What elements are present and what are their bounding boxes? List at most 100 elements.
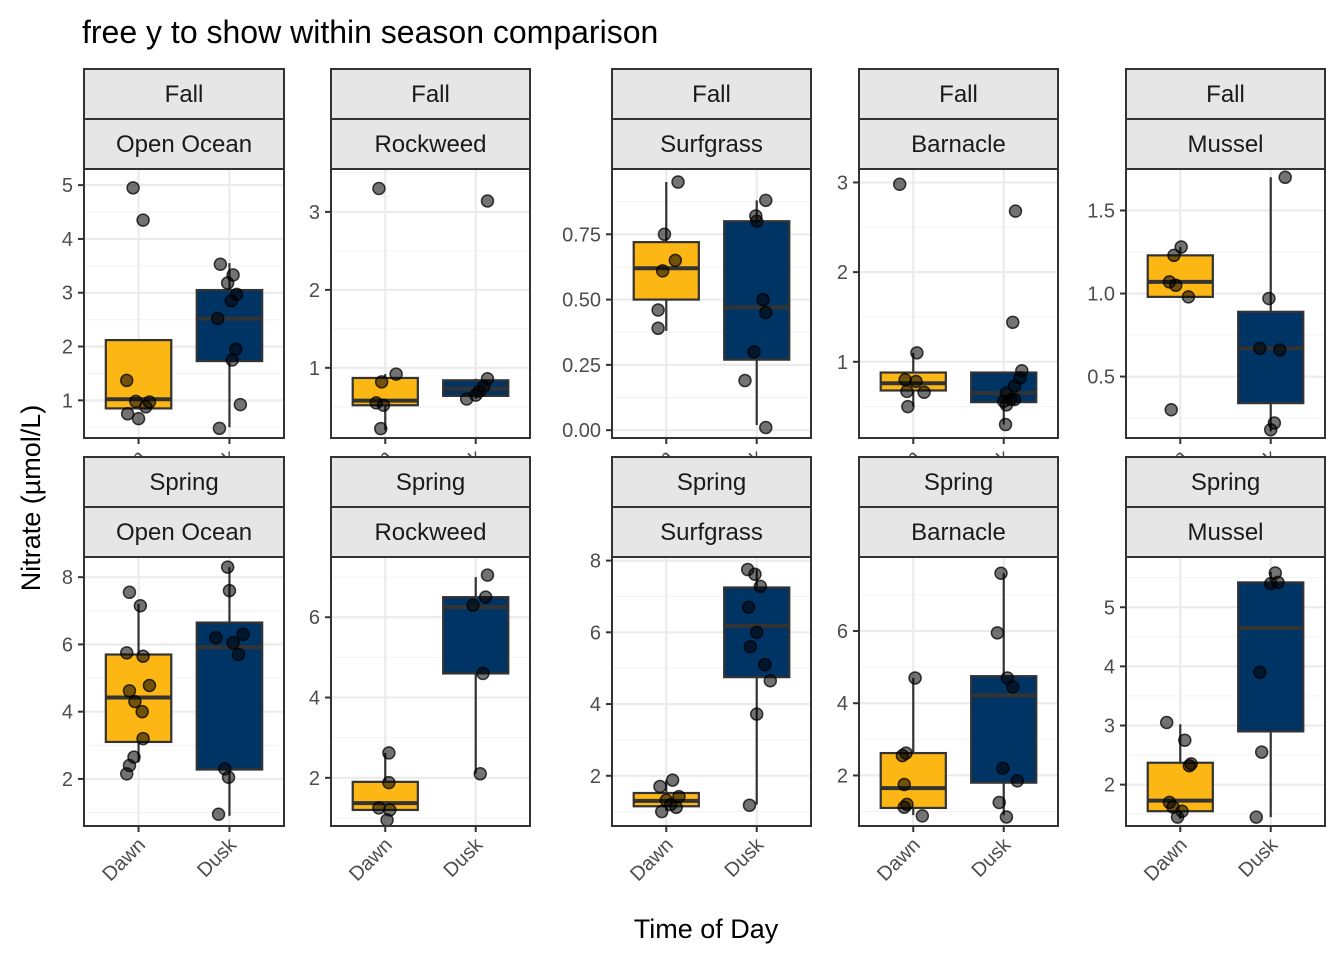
panel-4-y-tick-label: 2 (837, 262, 848, 284)
panel-9-dusk-point (994, 566, 1008, 580)
panel-5-site-strip (1125, 118, 1326, 170)
panel-7-dawn-point (380, 813, 394, 827)
panel-6-dusk-point (209, 630, 223, 645)
panel-9-dawn-point (897, 800, 911, 814)
panel-6-dusk-point (220, 560, 235, 574)
panel-8-site-label: Surfgrass (660, 519, 763, 546)
panel-9-y-tick-label: 6 (837, 621, 848, 643)
panel-3-dawn-point (671, 175, 685, 189)
panel-3-dusk-point (759, 420, 773, 435)
panel-9-dawn-point (897, 777, 911, 792)
panel-7-dusk-point (480, 568, 495, 582)
panel-8-y-tick-label: 2 (590, 766, 601, 788)
panel-9-site-label: Barnacle (911, 519, 1006, 546)
panel-4-season-strip (858, 68, 1059, 120)
y-axis-title: Nitrate (µmol/L) (16, 405, 46, 592)
panel-5-dawn-point (1167, 248, 1181, 263)
panel-6-dusk-point (236, 627, 250, 642)
panel-3-season-strip (611, 68, 812, 120)
panel-6-site-strip (83, 506, 285, 558)
panel-1-y-tick-label: 5 (62, 175, 73, 197)
panel-2-site-label: Rockweed (374, 131, 486, 158)
panel-8-dusk-point (753, 579, 768, 594)
panel-1-dusk-point (220, 276, 235, 290)
panel-2-site-strip (330, 118, 531, 170)
panel-8-dawn-point (669, 800, 683, 815)
panel-10-dusk-point (1249, 810, 1264, 824)
panel-8-dusk-point (748, 567, 762, 581)
panel-8-dusk-point (742, 798, 757, 812)
panel-10-dusk-point (1253, 665, 1267, 680)
panel-2-y-tick-label: 2 (309, 280, 320, 302)
panel-4: FallBarnacle123DawnDusk (837, 68, 1059, 498)
panel-5-dusk-point (1278, 170, 1292, 185)
panel-6-dawn-point (136, 649, 150, 663)
panel-2-dawn-point (374, 421, 388, 436)
panel-6-y-tick-label: 6 (62, 634, 73, 656)
panel-9-dusk-point (992, 795, 1006, 810)
panel-6-site-label: Open Ocean (116, 519, 252, 546)
panel-4-dusk-point (1006, 315, 1020, 330)
panel-10-dawn-point (1178, 733, 1192, 748)
panel-10-dawn-point (1159, 715, 1174, 730)
panel-1-dawn-point (136, 213, 150, 227)
panel-9-season-label: Spring (924, 469, 993, 496)
panel-4-site-strip (858, 118, 1059, 170)
panel-7-dawn-point (382, 775, 396, 790)
chart-title: free y to show within season comparison (82, 14, 658, 50)
panel-9-dawn-box (879, 751, 947, 810)
panel-2-season-strip (330, 68, 531, 120)
panel-8-dusk-point (749, 707, 764, 721)
panel-3-dusk-point (759, 305, 773, 320)
panel-10-y-tick-label: 2 (1104, 775, 1115, 797)
panel-6-dawn-point (119, 767, 134, 781)
panel-4-dusk-point (999, 398, 1014, 412)
panel-1-dusk-point (225, 353, 239, 367)
panel-1-dusk-point (210, 311, 225, 326)
panel-3-y-tick-label: 0.75 (562, 224, 601, 246)
panel-10-dawn-point (1182, 758, 1197, 773)
panel-9-dusk-point (1006, 680, 1020, 694)
panel-8-season-strip (611, 456, 812, 508)
panel-7-dusk-point (466, 598, 480, 612)
panel-6-season-strip (83, 456, 285, 508)
panel-5-season-strip (1125, 68, 1326, 120)
panel-7-dawn-point (382, 746, 396, 760)
panel-4-dawn-point (898, 372, 912, 387)
panel-2-dawn-point (374, 375, 389, 389)
panel-3-y-tick-label: 0.25 (562, 355, 601, 377)
panel-1-dawn-point (131, 411, 146, 426)
panel-3-dusk-point (749, 214, 764, 228)
panel-4-dawn-point (892, 177, 907, 191)
panel-3-season-label: Fall (692, 81, 731, 108)
panel-5-dusk-point (1262, 291, 1276, 306)
panel-6-y-tick-label: 4 (62, 702, 73, 724)
panel-7-dawn-point (372, 801, 386, 815)
panel-6-dawn-point (128, 694, 142, 709)
panel-5-dusk-point (1253, 341, 1267, 356)
panel-3-dusk-point (759, 193, 773, 208)
panel-10-season-label: Spring (1191, 469, 1260, 496)
panel-6-dusk-point (211, 807, 226, 821)
panel-10-dawn-box (1146, 761, 1214, 813)
panel-7-site-label: Rockweed (374, 519, 486, 546)
panel-5-y-tick-label: 1.0 (1087, 284, 1115, 306)
panel-1-y-tick-label: 3 (62, 283, 73, 305)
panel-3-site-strip (611, 118, 812, 170)
panel-2-dawn-point (376, 398, 391, 413)
panel-5-site-label: Mussel (1187, 131, 1263, 158)
panel-1-dawn-point (120, 407, 135, 421)
panel-10-site-label: Mussel (1187, 519, 1263, 546)
panel-1-dusk-point (212, 421, 227, 436)
panel-10-y-tick-label: 3 (1104, 715, 1115, 737)
panel-6-dawn-point (119, 646, 134, 660)
panel-10-y-tick-label: 4 (1104, 656, 1115, 678)
panel-7-y-tick-label: 6 (309, 607, 320, 629)
panel-1-dusk-point (213, 257, 228, 271)
panel-10-dusk-point (1263, 576, 1278, 591)
panel-4-dawn-point (909, 374, 923, 389)
panel-3-dawn-point (655, 264, 670, 278)
panel-5-dawn-point (1174, 240, 1188, 254)
